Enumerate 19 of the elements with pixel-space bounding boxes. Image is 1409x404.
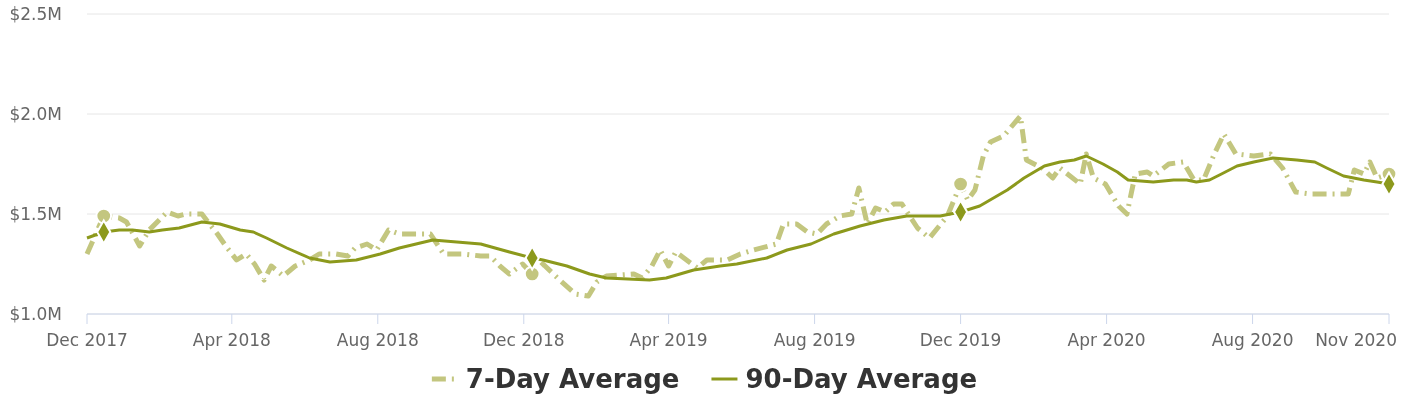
x-tick-label: Apr 2020	[1067, 330, 1146, 350]
point	[952, 175, 969, 193]
x-tick-label: Apr 2018	[192, 330, 271, 350]
x-tick-label: Apr 2019	[629, 330, 708, 350]
x-tick-label: Dec 2019	[919, 330, 1002, 350]
legend-label: 90-Day Average	[745, 364, 978, 394]
x-tick-label: Dec 2018	[483, 330, 565, 350]
x-tick-label: Aug 2019	[773, 330, 856, 350]
y-tick-label: $2.5M	[9, 4, 62, 24]
y-tick-label: $1.5M	[9, 204, 62, 224]
x-tick-label: Aug 2020	[1211, 330, 1294, 350]
x-tick-label: Aug 2018	[336, 330, 419, 350]
point	[523, 265, 541, 283]
x-tick-label: Nov 2020	[1315, 330, 1398, 350]
y-tick-label: $1.0M	[9, 304, 62, 324]
x-tick-label: Dec 2017	[46, 330, 128, 350]
y-tick-label: $2.0M	[9, 104, 62, 124]
point	[95, 207, 113, 225]
legend-label: 7-Day Average	[465, 364, 680, 394]
